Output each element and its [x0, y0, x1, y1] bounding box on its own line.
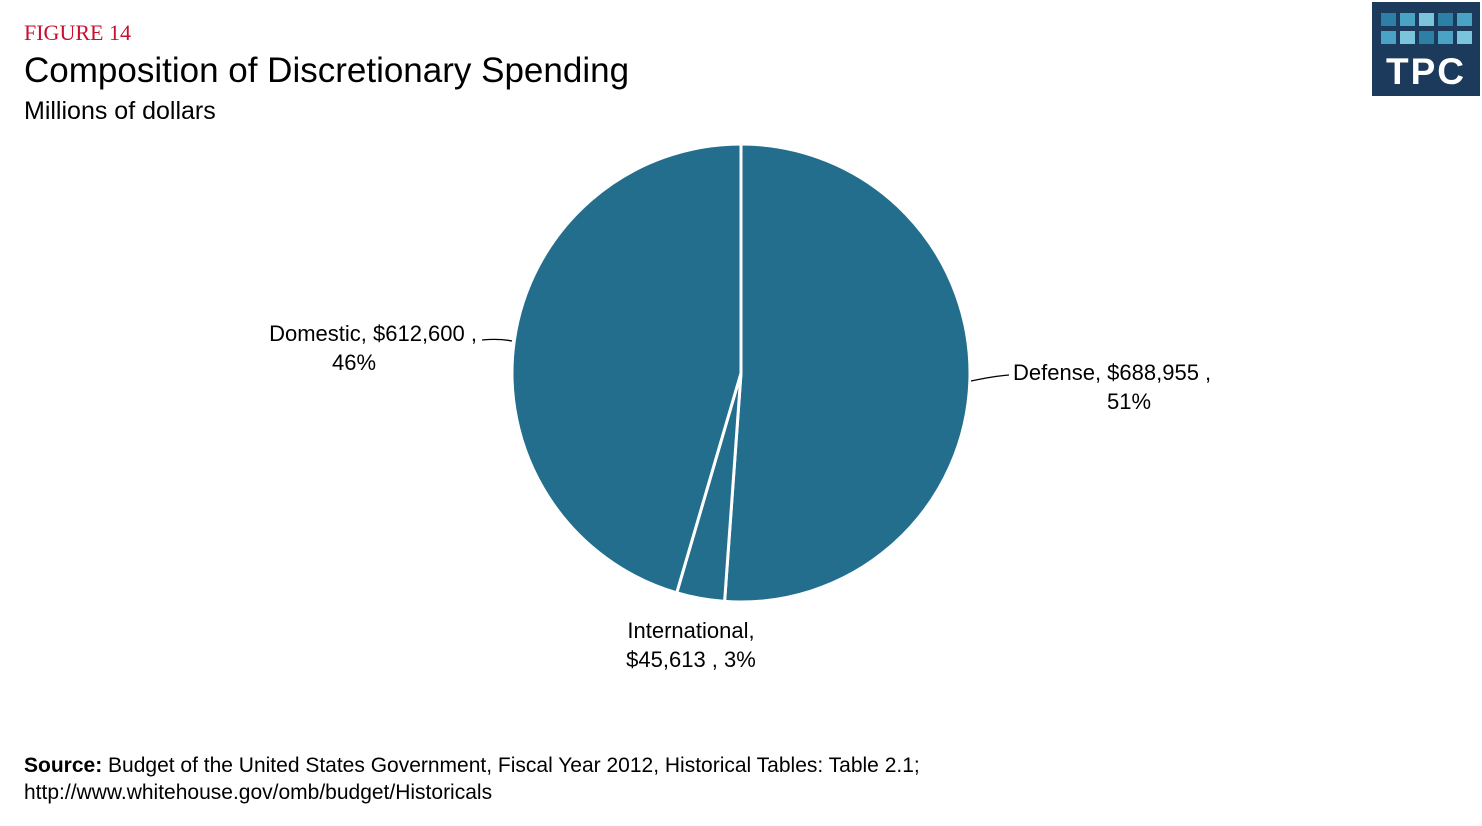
source-text: Budget of the United States Government, … — [102, 754, 920, 777]
logo-square — [1381, 31, 1396, 44]
tpc-logo: TPC — [1372, 2, 1480, 96]
domestic-label-line1: Domestic, $612,600 , — [269, 321, 477, 346]
source-label: Source: — [24, 754, 103, 777]
logo-square — [1381, 13, 1396, 26]
defense-label-line1: Defense, $688,955 , — [1013, 360, 1211, 385]
domestic-slice — [510, 142, 743, 595]
logo-square — [1457, 13, 1472, 26]
logo-square — [1419, 13, 1434, 26]
international-label-line2: $45,613 , 3% — [626, 647, 756, 672]
chart-subtitle: Millions of dollars — [24, 97, 216, 125]
logo-square — [1400, 31, 1415, 44]
leader-lines — [481, 338, 1010, 382]
defense-leader — [970, 374, 1010, 382]
logo-square — [1400, 13, 1415, 26]
domestic-leader — [481, 338, 513, 342]
logo-square — [1419, 31, 1434, 44]
pie-slices — [510, 142, 972, 604]
logo-wordmark: TPC — [1386, 51, 1466, 92]
international-label-line1: International, — [627, 618, 754, 643]
figure-label: FIGURE 14 — [24, 20, 131, 45]
defense-slice — [723, 142, 972, 604]
domestic-label-line2: 46% — [332, 350, 376, 375]
source-note: Source: Budget of the United States Gove… — [24, 752, 920, 806]
logo-square — [1457, 31, 1472, 44]
defense-label-line2: 51% — [1107, 389, 1151, 414]
chart-title: Composition of Discretionary Spending — [24, 51, 630, 90]
source-url: http://www.whitehouse.gov/omb/budget/His… — [24, 781, 493, 804]
logo-square — [1438, 13, 1453, 26]
logo-square — [1438, 31, 1453, 44]
